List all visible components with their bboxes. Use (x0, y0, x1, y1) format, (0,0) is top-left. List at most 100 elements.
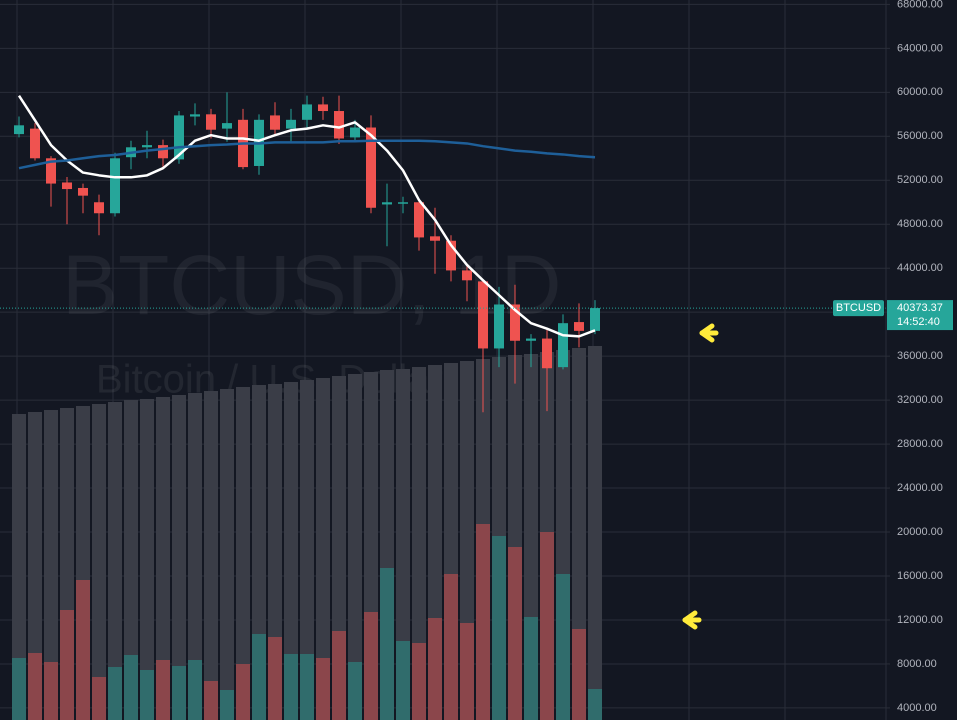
volume-background-bar (364, 372, 378, 720)
volume-bar (348, 662, 362, 720)
candle-body (414, 202, 424, 238)
volume-background-bar (588, 346, 602, 720)
candle-body (446, 240, 456, 271)
candle-body (462, 270, 472, 281)
volume-background-bar (316, 378, 330, 720)
candle-body (510, 304, 520, 341)
symbol-label: BTCUSD (836, 302, 881, 314)
volume-background-bar (284, 382, 298, 720)
moving-average-line (17, 94, 596, 338)
volume-background-bar (556, 350, 570, 720)
candle-body (318, 104, 328, 112)
y-tick-label: 48000.00 (897, 218, 943, 230)
volume-bar (428, 618, 442, 720)
volume-background-bar (476, 359, 490, 720)
volume-background-bar (92, 404, 106, 720)
y-tick-label: 44000.00 (897, 262, 943, 274)
volume-bar (172, 666, 186, 720)
y-tick-label: 28000.00 (897, 438, 943, 450)
volume-bar (412, 643, 426, 720)
volume-background-bar (156, 397, 170, 720)
price-tag (887, 300, 953, 331)
candle-body (478, 281, 488, 349)
y-tick-label: 64000.00 (897, 42, 943, 54)
volume-background-bar (12, 414, 26, 720)
volume-background-bar (268, 384, 282, 720)
y-tick-label: 4000.00 (897, 702, 937, 714)
volume-bar (444, 574, 458, 720)
countdown-label: 14:52:40 (897, 316, 940, 328)
volume-background-bar (252, 385, 266, 720)
volume-bar (332, 631, 346, 720)
candle-body (14, 125, 24, 135)
y-tick-label: 12000.00 (897, 614, 943, 626)
candle-body (398, 202, 408, 204)
volume-bar (124, 655, 138, 720)
volume-bar (476, 524, 490, 720)
candle-body (366, 127, 376, 208)
volume-bar (236, 664, 250, 720)
candle-body (78, 187, 88, 196)
y-tick-label: 36000.00 (897, 350, 943, 362)
candle-body (206, 114, 216, 130)
volume-bar (252, 634, 266, 720)
candle-body (334, 111, 344, 139)
y-tick-label: 20000.00 (897, 526, 943, 538)
volume-bar (380, 568, 394, 720)
volume-bar (188, 660, 202, 720)
volume-bar (268, 637, 282, 720)
y-tick-label: 24000.00 (897, 482, 943, 494)
volume-bar (492, 536, 506, 720)
candle-body (350, 127, 360, 138)
candle-body (542, 338, 552, 369)
candle-body (382, 202, 392, 205)
y-tick-label: 60000.00 (897, 86, 943, 98)
volume-background-bar (60, 408, 74, 720)
moving-average-line (18, 139, 596, 170)
volume-background-bar (28, 412, 42, 720)
volume-background-bar (348, 374, 362, 720)
y-tick-label: 52000.00 (897, 174, 943, 186)
volume-background-bar (236, 387, 250, 720)
symbol-tag (833, 300, 884, 317)
volume-background-bar (108, 402, 122, 720)
volume-background-bar (412, 367, 426, 720)
volume-background-bar (572, 348, 586, 720)
candle-body (494, 304, 504, 349)
volume-bar (220, 690, 234, 720)
volume-background-bar (508, 355, 522, 720)
volume-bar (540, 532, 554, 720)
volume-bar (156, 660, 170, 720)
y-tick-label: 68000.00 (897, 0, 943, 10)
candle-body (142, 145, 152, 148)
volume-bar (12, 658, 26, 720)
volume-background-bar (220, 389, 234, 720)
y-tick-label: 16000.00 (897, 570, 943, 582)
volume-bar (204, 681, 218, 720)
volume-bar (284, 654, 298, 720)
volume-bar (140, 670, 154, 720)
volume-bar (76, 580, 90, 720)
candle-body (302, 104, 312, 120)
candle-body (158, 145, 168, 159)
candle-body (222, 123, 232, 129)
candle-body (430, 236, 440, 241)
volume-bar (460, 623, 474, 720)
volume-background-bar (460, 361, 474, 720)
candle-body (30, 128, 40, 159)
volume-bar (572, 629, 586, 720)
volume-background-bar (428, 365, 442, 720)
volume-bar (92, 677, 106, 720)
volume-background-bar (524, 354, 538, 720)
volume-background-bar (188, 393, 202, 720)
volume-background-bar (492, 357, 506, 720)
candle-body (286, 119, 296, 129)
candle-body (94, 202, 104, 214)
volume-background-bar (124, 400, 138, 720)
volume-background-bar (204, 391, 218, 720)
candle-body (558, 323, 568, 368)
last-price-label: 40373.37 (897, 302, 943, 314)
volume-background-bar (444, 363, 458, 720)
volume-bar (556, 574, 570, 720)
volume-background-bar (300, 380, 314, 720)
